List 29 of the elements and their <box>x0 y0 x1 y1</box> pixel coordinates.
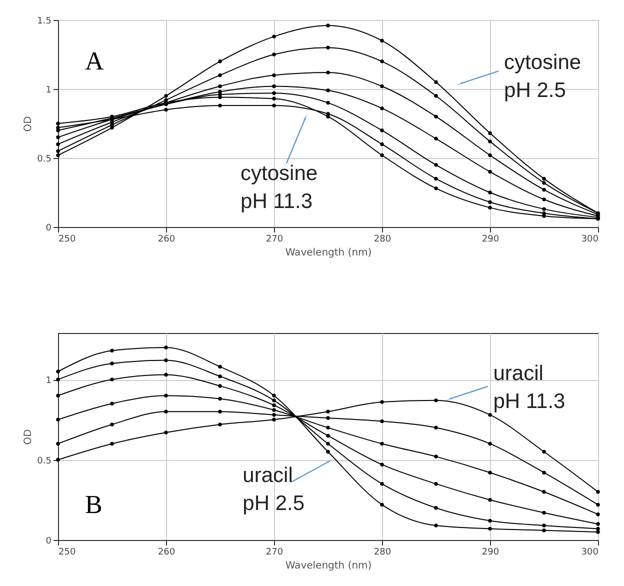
x-tick-label: 290 <box>482 234 500 244</box>
y-tick-label: 0.5 <box>37 456 52 466</box>
y-axis-title: OD <box>23 116 34 132</box>
annotation: A <box>85 46 104 76</box>
x-tick-label: 260 <box>158 234 176 244</box>
x-axis-title: Wavelength (nm) <box>285 560 372 572</box>
annotation: cytosine pH 11.3 <box>240 162 318 213</box>
y-tick-label: 1 <box>46 376 52 386</box>
y-tick-label: 1.5 <box>37 16 52 26</box>
y-tick-label: 1 <box>46 86 52 96</box>
y-tick-label: 0.5 <box>37 154 52 164</box>
y-tick-label: 0 <box>46 536 52 546</box>
x-tick-label: 280 <box>374 234 392 244</box>
x-axis-title: Wavelength (nm) <box>285 248 372 258</box>
x-tick-label: 290 <box>482 548 500 558</box>
annotation: B <box>85 490 102 519</box>
x-tick-label: 300 <box>581 234 599 244</box>
x-tick-label: 270 <box>266 548 284 558</box>
x-tick-label: 250 <box>58 548 76 558</box>
x-tick-label: 260 <box>158 548 176 558</box>
annotation: cytosine pH 2.5 <box>504 50 582 102</box>
x-tick-label: 300 <box>581 548 599 558</box>
annotation: uracil pH 11.3 <box>493 362 566 413</box>
x-tick-label: 280 <box>374 548 392 558</box>
y-tick-label: 0 <box>46 224 52 234</box>
x-tick-label: 250 <box>58 234 76 244</box>
annotation: uracil pH 2.5 <box>242 464 305 515</box>
y-axis-title: OD <box>23 428 34 445</box>
x-tick-label: 270 <box>266 234 284 244</box>
